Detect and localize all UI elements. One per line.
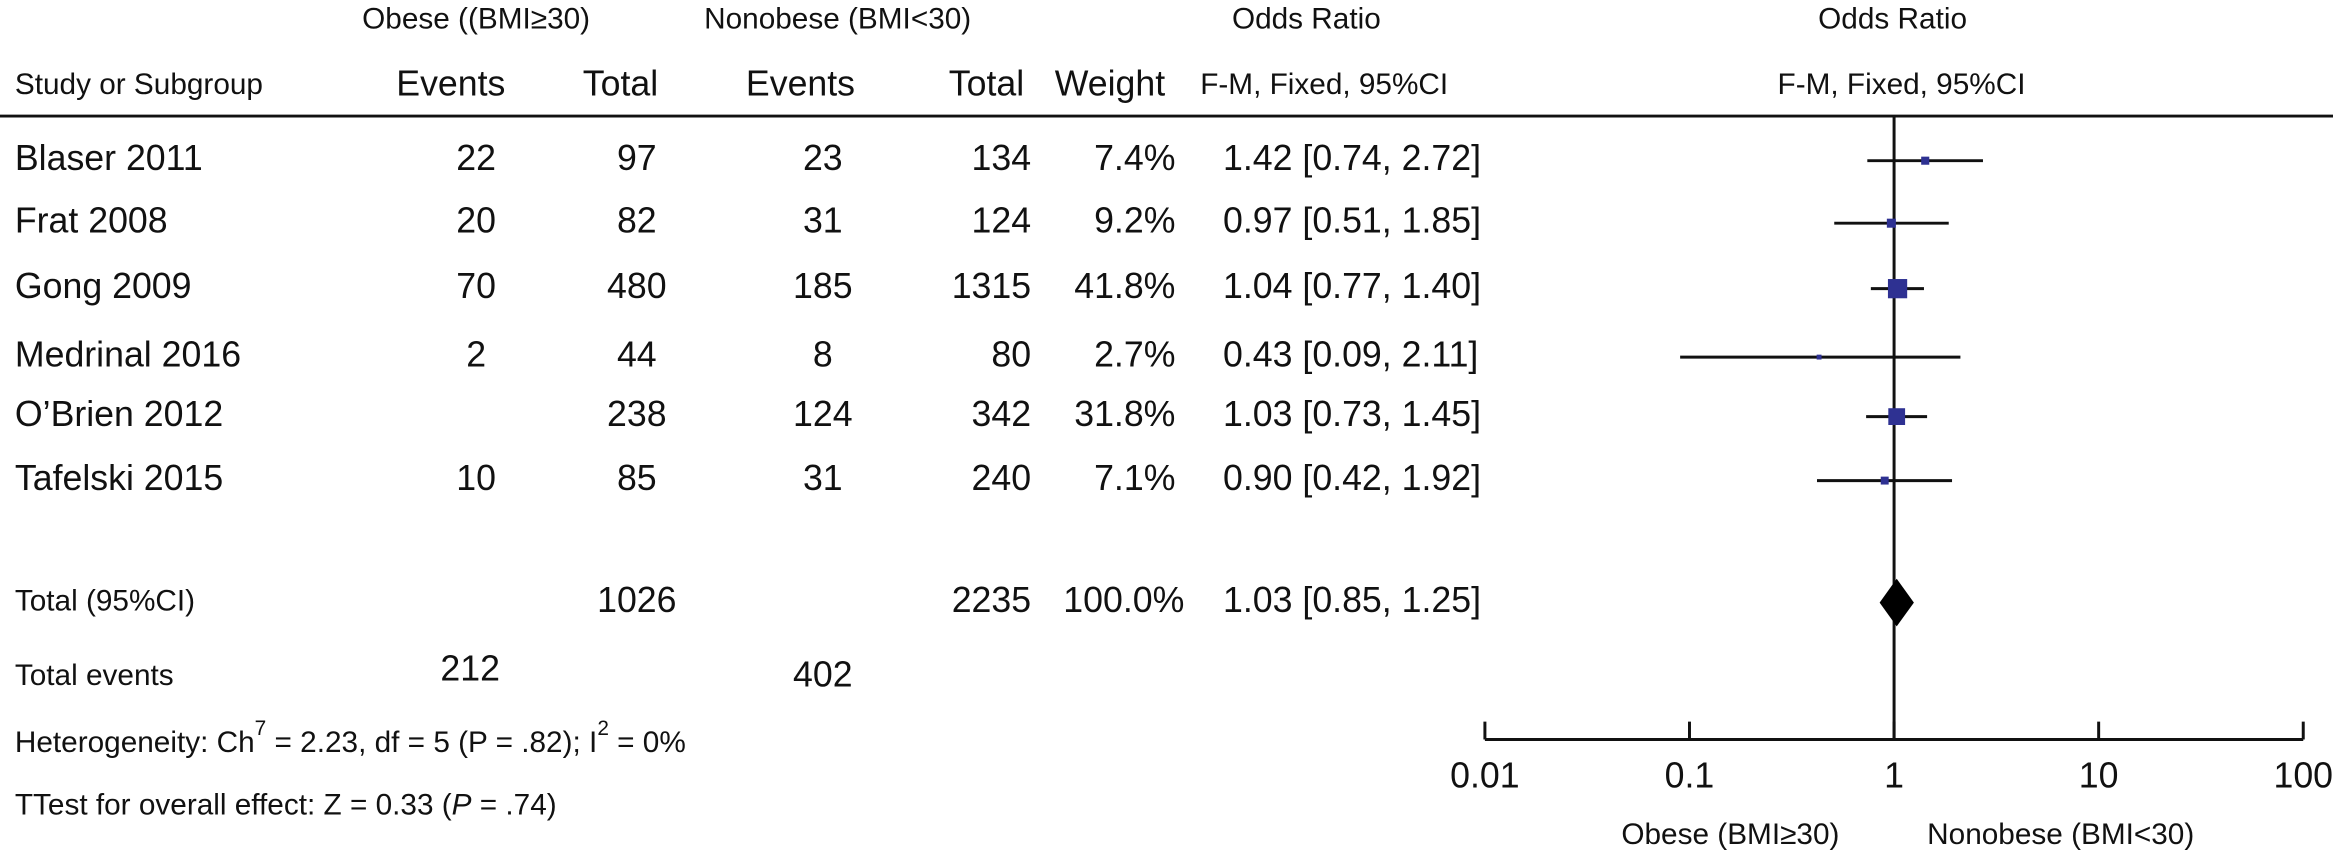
odds-ratio: 1.04 [0.77, 1.40]: [1223, 266, 1481, 306]
heterogeneity-part: 7: [255, 717, 267, 740]
total-events-label: Total events: [15, 659, 174, 692]
heterogeneity-part: Heterogeneity: Ch: [15, 726, 255, 759]
total1-header: Total: [583, 64, 658, 104]
heterogeneity-part: 2: [597, 717, 609, 740]
group2-header: Nonobese (BMI<30): [704, 3, 971, 36]
total-events2: 402: [793, 654, 853, 694]
weight: 41.8%: [1074, 266, 1175, 306]
heterogeneity: Heterogeneity: Ch7 = 2.23, df = 5 (P = .…: [15, 717, 686, 759]
x-label-left: Obese (BMI≥30): [1621, 818, 1839, 851]
events2: 31: [803, 201, 843, 241]
total-events1: 212: [440, 648, 500, 688]
events1: 70: [456, 266, 496, 306]
odds-ratio: 1.03 [0.73, 1.45]: [1223, 394, 1481, 434]
total2: 342: [972, 394, 1032, 434]
effect-square: [1887, 279, 1908, 299]
weight: 9.2%: [1094, 201, 1175, 241]
events1: 22: [456, 138, 496, 178]
total2-header: Total: [949, 64, 1024, 104]
total-odds-ratio: 1.03 [0.85, 1.25]: [1223, 580, 1481, 620]
study-name: Tafelski 2015: [15, 458, 223, 498]
events2: 23: [803, 138, 843, 178]
x-tick-label: 0.1: [1665, 756, 1715, 796]
odds-ratio: 0.97 [0.51, 1.85]: [1223, 201, 1481, 241]
events2: 8: [813, 335, 833, 375]
total-weight: 100.0%: [1063, 580, 1184, 620]
odds-ratio: 0.43 [0.09, 2.11]: [1223, 335, 1478, 375]
method-header: F-M, Fixed, 95%CI: [1200, 68, 1448, 101]
total2: 134: [972, 138, 1032, 178]
heterogeneity-part: = 0%: [609, 726, 686, 759]
effect-square: [1888, 408, 1906, 425]
total1: 44: [617, 335, 657, 375]
total2: 1315: [952, 266, 1031, 306]
x-tick-label: 100: [2273, 756, 2333, 796]
odds-ratio: 1.42 [0.74, 2.72]: [1223, 138, 1481, 178]
effect-square: [1886, 218, 1896, 228]
events1: 2: [466, 335, 486, 375]
events2-header: Events: [746, 64, 855, 104]
total1: 480: [607, 266, 667, 306]
weight: 31.8%: [1074, 394, 1175, 434]
total2: 80: [991, 335, 1031, 375]
study-name: Gong 2009: [15, 266, 192, 306]
events1: 20: [456, 201, 496, 241]
weight-header: Weight: [1055, 64, 1166, 104]
x-tick-label: 10: [2079, 756, 2119, 796]
total1: 97: [617, 138, 657, 178]
group1-header: Obese ((BMI≥30): [362, 3, 590, 36]
heterogeneity-part: = 2.23, df = 5 (P = .82); I: [266, 726, 597, 759]
total-label: Total (95%CI): [15, 584, 195, 617]
or-header: Odds Ratio: [1232, 3, 1381, 36]
effect-square: [1921, 156, 1930, 165]
total2: 2235: [952, 580, 1031, 620]
events1: 10: [456, 458, 496, 498]
events2: 185: [793, 266, 853, 306]
overall-effect: TTest for overall effect: Z = 0.33 (P = …: [15, 788, 557, 821]
study-name: Medrinal 2016: [15, 335, 241, 375]
study-header: Study or Subgroup: [15, 68, 263, 101]
weight: 7.4%: [1094, 138, 1175, 178]
x-tick-label: 1: [1884, 756, 1904, 796]
pooled-diamond: [1879, 578, 1914, 627]
total2: 124: [972, 201, 1032, 241]
total1: 82: [617, 201, 657, 241]
overall-effect-part: TTest for overall effect: Z = 0.33 (: [15, 788, 452, 821]
plot-method-header: F-M, Fixed, 95%CI: [1778, 68, 2026, 101]
overall-effect-part: P: [452, 788, 472, 821]
study-name: Frat 2008: [15, 201, 168, 241]
plot-header: Odds Ratio: [1818, 3, 1967, 36]
weight: 2.7%: [1094, 335, 1175, 375]
effect-square: [1816, 354, 1822, 360]
total1: 1026: [597, 580, 676, 620]
x-tick-label: 0.01: [1450, 756, 1519, 796]
events2: 124: [793, 394, 853, 434]
total2: 240: [972, 458, 1032, 498]
odds-ratio: 0.90 [0.42, 1.92]: [1223, 458, 1481, 498]
x-label-right: Nonobese (BMI<30): [1927, 818, 2194, 851]
study-name: O’Brien 2012: [15, 394, 223, 434]
effect-square: [1880, 476, 1889, 485]
events2: 31: [803, 458, 843, 498]
weight: 7.1%: [1094, 458, 1175, 498]
study-name: Blaser 2011: [15, 138, 203, 178]
overall-effect-part: = .74): [472, 788, 557, 821]
events1-header: Events: [396, 64, 505, 104]
total1: 238: [607, 394, 667, 434]
total1: 85: [617, 458, 657, 498]
